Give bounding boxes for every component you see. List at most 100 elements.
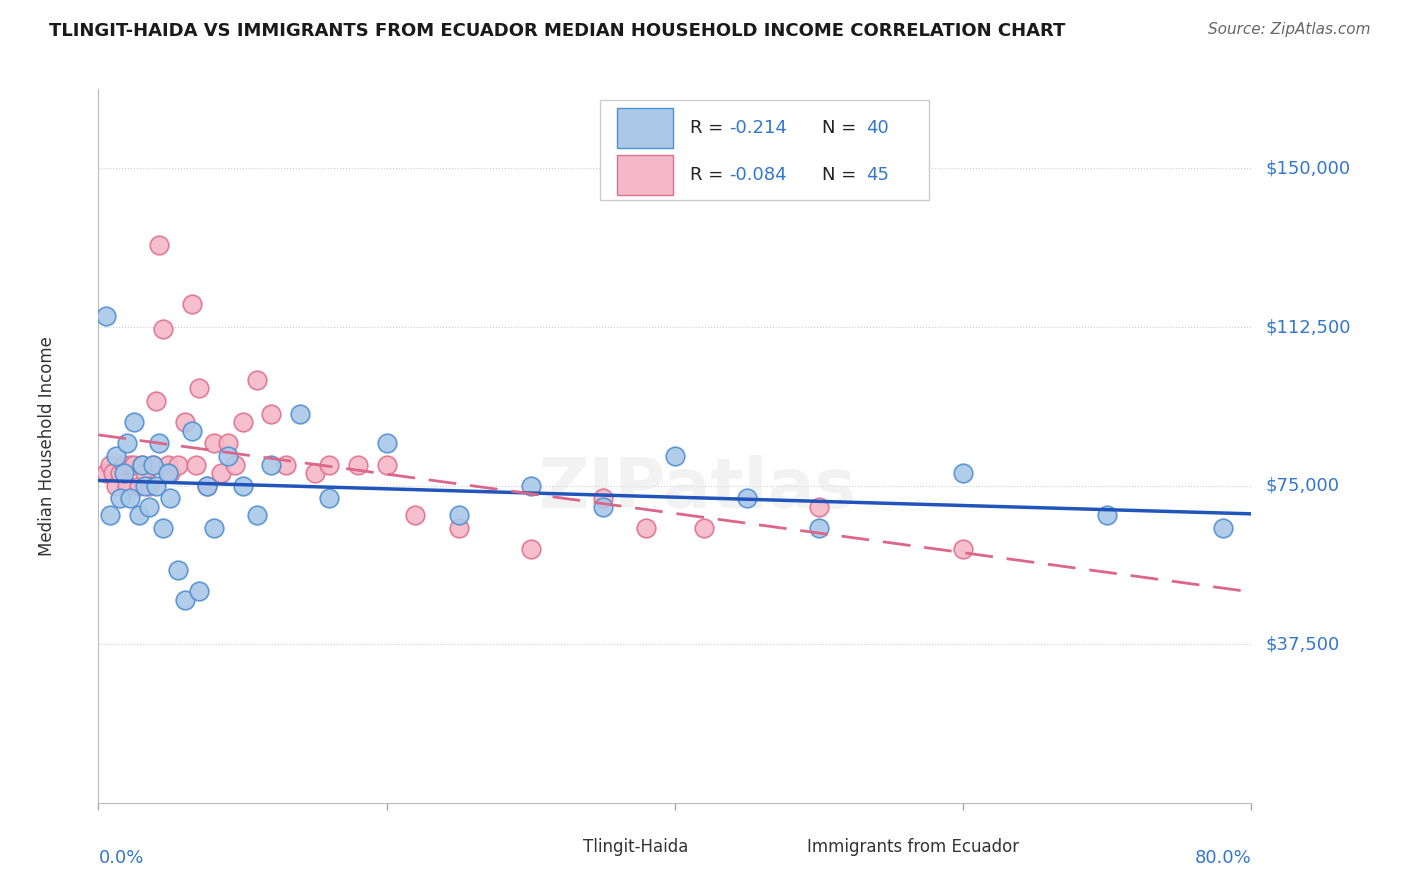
Point: [148, 436, 170, 450]
Point: [138, 478, 160, 492]
Point: [520, 478, 543, 492]
Text: 0.0%: 0.0%: [98, 849, 143, 867]
FancyBboxPatch shape: [759, 836, 796, 858]
Point: [592, 500, 614, 514]
Text: Median Household Income: Median Household Income: [38, 336, 56, 556]
FancyBboxPatch shape: [617, 108, 672, 148]
Point: [447, 521, 470, 535]
Point: [94, 466, 117, 480]
Point: [166, 458, 188, 472]
Point: [159, 466, 181, 480]
Point: [217, 436, 239, 450]
Text: TLINGIT-HAIDA VS IMMIGRANTS FROM ECUADOR MEDIAN HOUSEHOLD INCOME CORRELATION CHA: TLINGIT-HAIDA VS IMMIGRANTS FROM ECUADOR…: [49, 22, 1066, 40]
FancyBboxPatch shape: [534, 836, 571, 858]
Point: [145, 394, 167, 409]
Point: [290, 407, 312, 421]
Text: R =: R =: [690, 166, 728, 184]
Point: [142, 458, 165, 472]
Point: [131, 458, 153, 472]
Point: [181, 297, 204, 311]
Point: [636, 521, 658, 535]
Point: [217, 449, 239, 463]
Point: [108, 491, 131, 506]
Point: [405, 508, 427, 523]
FancyBboxPatch shape: [617, 155, 672, 194]
Point: [166, 563, 188, 577]
Point: [274, 458, 297, 472]
Point: [174, 415, 197, 429]
Point: [124, 415, 146, 429]
Point: [159, 491, 181, 506]
Point: [148, 237, 170, 252]
Point: [134, 466, 156, 480]
Point: [117, 478, 138, 492]
Text: $75,000: $75,000: [1265, 476, 1340, 495]
Point: [181, 424, 204, 438]
Text: 40: 40: [866, 119, 889, 136]
FancyBboxPatch shape: [600, 100, 928, 200]
Point: [156, 466, 179, 480]
Point: [128, 508, 150, 523]
Point: [209, 466, 232, 480]
Point: [117, 436, 138, 450]
Text: $112,500: $112,500: [1265, 318, 1351, 336]
Point: [1212, 521, 1234, 535]
Point: [318, 458, 340, 472]
Point: [231, 478, 254, 492]
Point: [807, 521, 830, 535]
Text: Source: ZipAtlas.com: Source: ZipAtlas.com: [1208, 22, 1371, 37]
Text: R =: R =: [690, 119, 728, 136]
Point: [142, 458, 165, 472]
Point: [693, 521, 716, 535]
Point: [375, 458, 398, 472]
Text: Tlingit-Haida: Tlingit-Haida: [582, 838, 688, 856]
Point: [186, 458, 208, 472]
Point: [202, 521, 225, 535]
Point: [952, 466, 974, 480]
Point: [94, 310, 117, 324]
Point: [152, 322, 174, 336]
Point: [224, 458, 246, 472]
Point: [202, 436, 225, 450]
Point: [174, 592, 197, 607]
Point: [246, 373, 269, 387]
Point: [120, 491, 142, 506]
Point: [592, 491, 614, 506]
Point: [375, 436, 398, 450]
Point: [952, 542, 974, 557]
Point: [260, 407, 283, 421]
Text: Immigrants from Ecuador: Immigrants from Ecuador: [807, 838, 1019, 856]
Text: -0.214: -0.214: [730, 119, 787, 136]
Point: [108, 466, 131, 480]
Point: [124, 458, 146, 472]
Point: [1097, 508, 1119, 523]
Point: [112, 466, 135, 480]
Point: [98, 508, 121, 523]
Text: $150,000: $150,000: [1265, 160, 1351, 178]
Point: [188, 381, 211, 395]
Point: [120, 458, 142, 472]
Point: [156, 458, 179, 472]
Point: [231, 415, 254, 429]
Point: [145, 478, 167, 492]
Point: [735, 491, 758, 506]
Point: [246, 508, 269, 523]
Point: [188, 584, 211, 599]
Point: [346, 458, 368, 472]
Point: [520, 542, 543, 557]
Point: [195, 478, 218, 492]
Point: [138, 500, 160, 514]
Point: [131, 458, 153, 472]
Point: [128, 478, 150, 492]
Point: [664, 449, 686, 463]
Point: [195, 478, 218, 492]
Point: [447, 508, 470, 523]
Point: [304, 466, 326, 480]
Text: 45: 45: [866, 166, 889, 184]
Text: $37,500: $37,500: [1265, 635, 1340, 653]
Text: ZIPatlas: ZIPatlas: [538, 455, 856, 523]
Point: [134, 478, 156, 492]
Point: [152, 521, 174, 535]
Point: [101, 466, 124, 480]
Point: [807, 500, 830, 514]
